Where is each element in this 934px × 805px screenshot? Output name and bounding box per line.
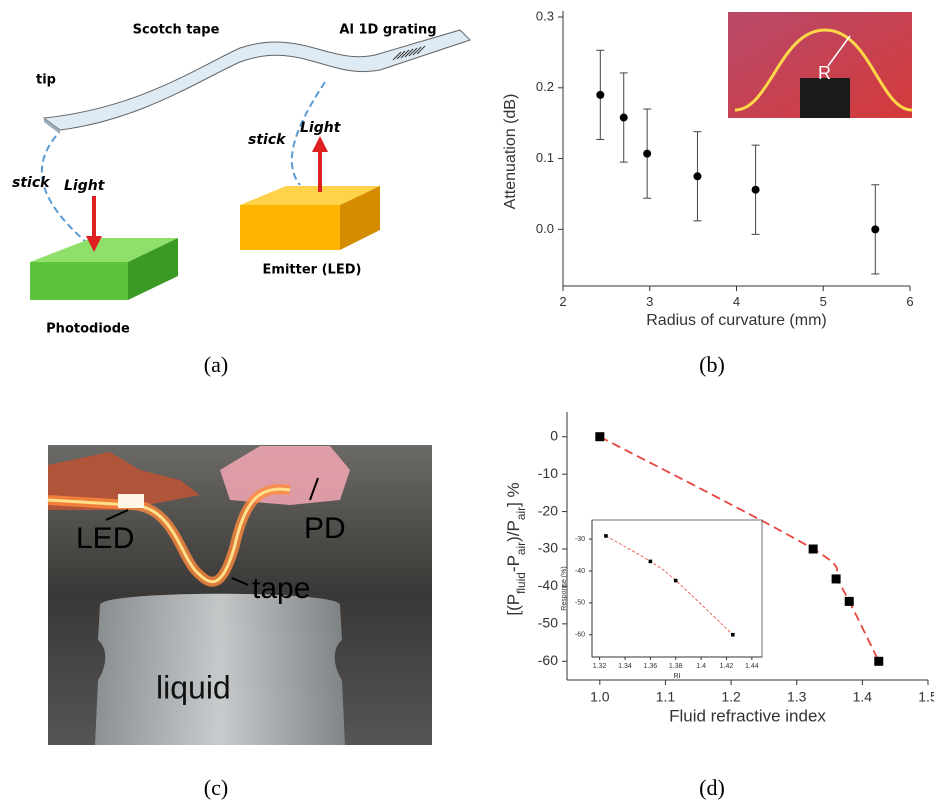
marker — [595, 432, 604, 441]
y-tick-label: 0.1 — [536, 150, 554, 165]
label-photodiode: Photodiode — [46, 322, 130, 337]
y-tick-label: 0.3 — [536, 8, 554, 23]
marker — [604, 534, 608, 538]
y-axis-label-part: )/P — [504, 520, 523, 542]
label-stick: stick — [248, 132, 287, 148]
label-stick: stick — [12, 175, 51, 191]
inset-label: R — [818, 63, 831, 83]
marker — [874, 657, 883, 666]
x-tick-label: 1.0 — [590, 688, 610, 704]
label-light: Light — [300, 120, 342, 136]
panel-label: (b) — [699, 352, 725, 377]
y-tick-label: -50 — [575, 600, 585, 607]
label-led: LED — [76, 522, 134, 555]
diagram-a: Scotch tape Al 1D grating tip stick Ligh… — [12, 23, 470, 378]
y-axis-label: [(Pfluid-Pair)/Pair] % — [504, 482, 528, 615]
y-axis-label: Attenuation (dB) — [502, 94, 519, 210]
inset-photo: R — [728, 12, 912, 118]
x-axis-label: RI — [674, 673, 681, 680]
x-tick-label: 1.4 — [853, 688, 873, 704]
label-emitter: Emitter (LED) — [263, 263, 362, 278]
y-tick-label: -40 — [575, 568, 585, 575]
y-tick-label: -10 — [538, 465, 558, 481]
marker — [674, 579, 678, 583]
label-tip: tip — [36, 73, 56, 88]
marker — [731, 633, 735, 637]
x-tick-label: 1.4 — [696, 663, 706, 670]
figure: Scotch tape Al 1D grating tip stick Ligh… — [0, 0, 934, 805]
box-front — [30, 262, 128, 300]
panel-label: (a) — [204, 352, 228, 377]
photo-c: LED PD tape liquid (c) — [48, 445, 432, 800]
label-pd: PD — [304, 512, 346, 545]
marker — [832, 574, 841, 583]
marker — [845, 597, 854, 606]
y-tick-label: 0 — [550, 427, 558, 443]
x-tick-label: 1.38 — [669, 663, 683, 670]
y-axis-label-part: [(P — [504, 594, 523, 616]
point — [693, 172, 701, 180]
label-grating: Al 1D grating — [339, 23, 436, 38]
y-tick-label: -60 — [538, 652, 558, 668]
y-tick-label: -30 — [575, 536, 585, 543]
chart: 1.32 1.34 1.36 1.38 1.4 1.42 1.44 -30 -40 -50 -60 R… — [561, 520, 762, 680]
x-axis-label: Fluid refractive index — [669, 707, 826, 726]
panel-label: (c) — [204, 775, 228, 800]
y-axis-label-part: -P — [504, 555, 523, 572]
y-axis-label-part: air — [514, 507, 528, 520]
point — [871, 225, 879, 233]
x-tick-label: 1.5 — [918, 688, 934, 704]
y-tick-label: -20 — [538, 502, 558, 518]
inset-cylinder — [800, 78, 850, 118]
x-tick-label: 1.42 — [720, 663, 734, 670]
tape-shape — [44, 30, 470, 130]
x-tick-label: 5 — [820, 294, 827, 309]
y-axis-label-part: fluid — [514, 572, 528, 594]
light-arrow-head — [312, 136, 328, 152]
x-tick-label: 1.3 — [787, 688, 807, 704]
point — [620, 114, 628, 122]
x-tick-label: 1.36 — [644, 663, 658, 670]
x-tick-label: 1.32 — [593, 663, 607, 670]
x-axis-label: Radius of curvature (mm) — [646, 312, 827, 329]
plot-frame — [592, 520, 762, 657]
x-tick-label: 2 — [559, 294, 566, 309]
label-light: Light — [64, 178, 106, 194]
led-chip — [118, 494, 144, 508]
y-axis-label-part: ] % — [504, 482, 523, 507]
y-tick-label: -50 — [538, 615, 558, 631]
panel-label: (d) — [699, 775, 725, 800]
point — [752, 186, 760, 194]
marker — [809, 545, 818, 554]
x-tick-label: 6 — [906, 294, 913, 309]
y-tick-label: 0.2 — [536, 79, 554, 94]
x-tick-label: 1.1 — [656, 688, 676, 704]
point — [643, 150, 651, 158]
x-tick-label: 3 — [646, 294, 653, 309]
label-tape: Scotch tape — [133, 23, 220, 38]
label-tape: tape — [252, 572, 310, 605]
label-liquid: liquid — [156, 669, 231, 705]
x-tick-label: 1.34 — [618, 663, 632, 670]
x-tick-label: 1.44 — [745, 663, 759, 670]
x-tick-label: 1.2 — [721, 688, 741, 704]
y-tick-label: -60 — [575, 632, 585, 639]
point — [596, 91, 604, 99]
y-axis-label: Response (%) — [561, 566, 568, 610]
box-front — [240, 205, 340, 250]
y-tick-label: 0.0 — [536, 221, 554, 236]
x-tick-label: 4 — [733, 294, 740, 309]
marker — [649, 560, 653, 564]
y-tick-label: -40 — [538, 577, 558, 593]
y-tick-label: -30 — [538, 540, 558, 556]
y-axis-label-part: air — [514, 542, 528, 555]
